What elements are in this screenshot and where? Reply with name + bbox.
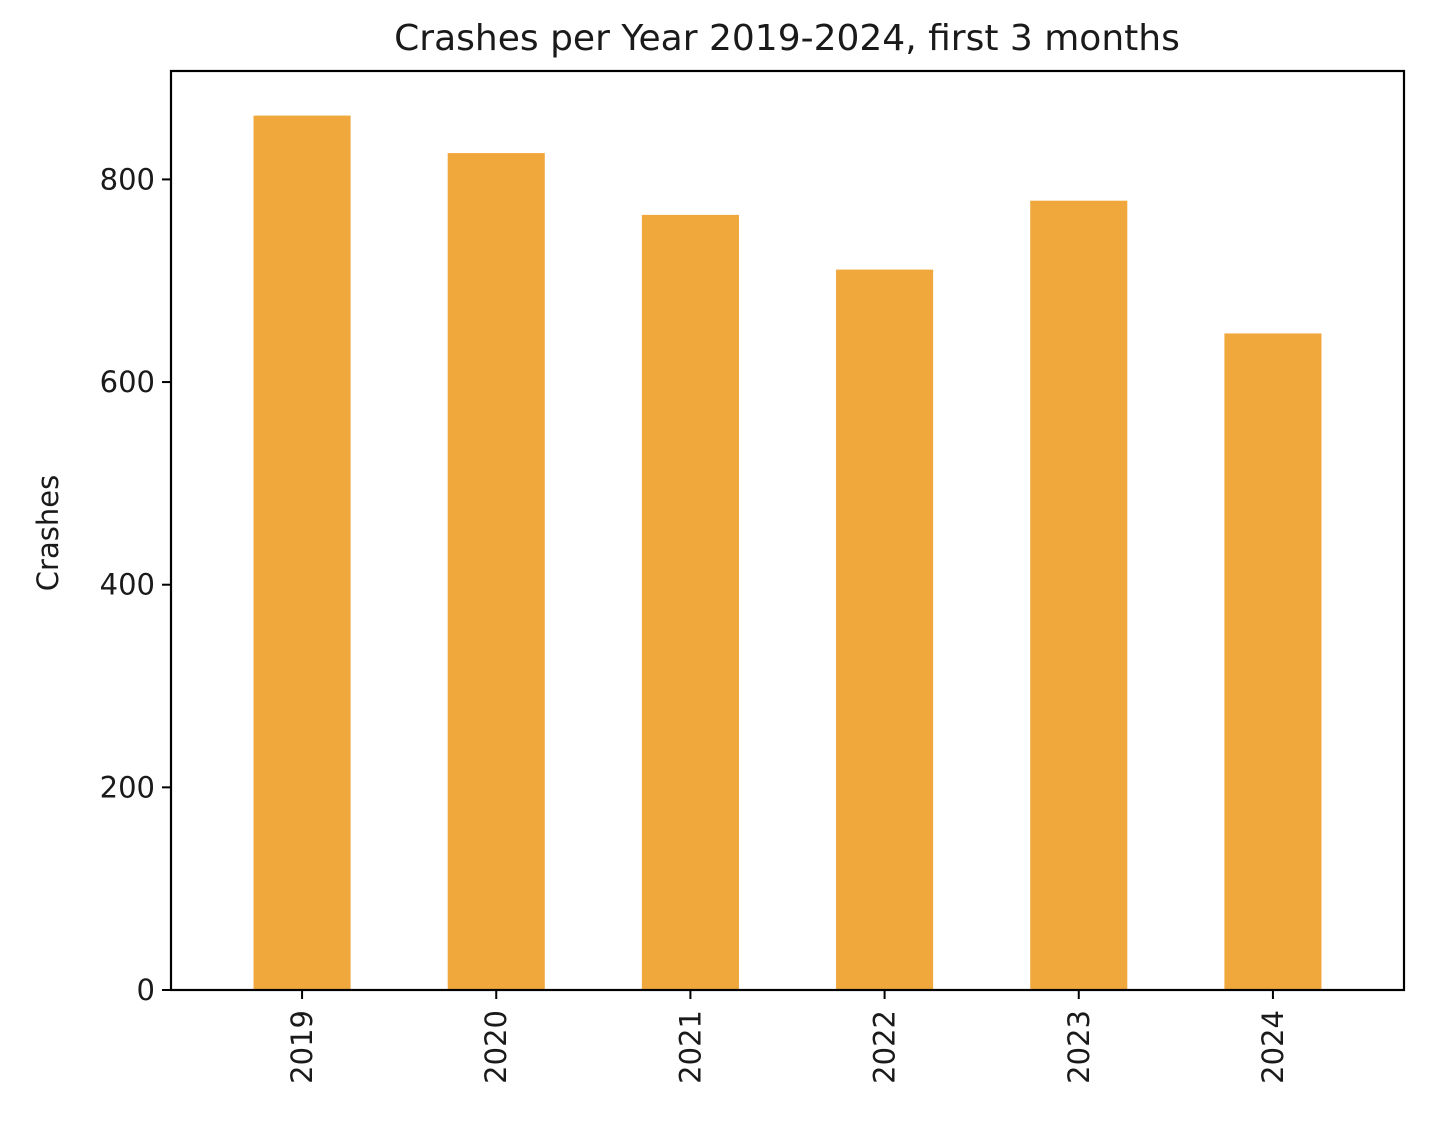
bars [253,115,1322,991]
x-tick-label-2023: 2023 [1062,1010,1096,1084]
y-tick-label-400: 400 [100,568,155,602]
y-tick-label-200: 200 [100,770,155,804]
y-tick-label-800: 800 [100,162,155,196]
bar-2023 [1030,200,1128,991]
x-tick-label-2021: 2021 [673,1010,707,1084]
plot-area [169,69,1406,992]
y-tick-label-0: 0 [137,973,155,1007]
x-tick-label-2020: 2020 [479,1010,513,1084]
x-axis: 2019 2020 2021 2022 2023 2024 [285,990,1290,1084]
y-tick-label-600: 600 [100,365,155,399]
x-tick-label-2024: 2024 [1256,1010,1290,1084]
bar-2019 [253,115,351,990]
y-axis: 0 200 400 600 800 [100,162,171,1007]
x-tick-label-2019: 2019 [285,1010,319,1084]
bar-2024 [1224,333,1322,991]
bar-2021 [641,214,739,990]
chart-title: Crashes per Year 2019-2024, first 3 mont… [394,18,1180,59]
bar-2020 [447,153,545,991]
bar-2022 [836,269,934,991]
x-tick-label-2022: 2022 [868,1010,902,1084]
y-axis-label: Crashes [31,475,65,591]
